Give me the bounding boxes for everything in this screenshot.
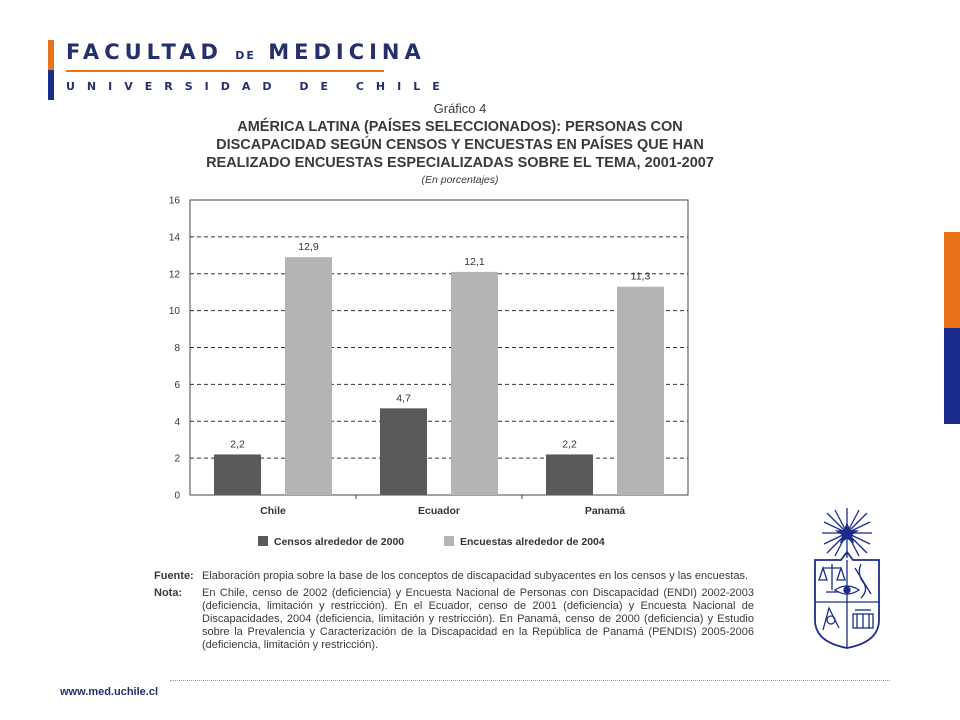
y-tick-label: 10: [169, 306, 181, 317]
x-tick-label: Ecuador: [418, 505, 460, 517]
nota-label: Nota:: [154, 587, 183, 599]
figure-title-line: DISCAPACIDAD SEGÚN CENSOS Y ENCUESTAS EN…: [216, 137, 704, 153]
data-label: 11,3: [631, 271, 651, 283]
university-crest-icon: [814, 508, 880, 649]
legend-label: Censos alrededor de 2000: [274, 536, 404, 548]
y-tick-label: 8: [174, 343, 180, 354]
side-accent-orange: [944, 232, 960, 328]
logo-title: FACULTAD DE MEDICINA: [66, 40, 426, 64]
data-label: 2,2: [230, 438, 245, 450]
figure-title-line: REALIZADO ENCUESTAS ESPECIALIZADAS SOBRE…: [206, 155, 714, 171]
legend-label: Encuestas alrededor de 2004: [460, 536, 605, 548]
data-label: 12,9: [298, 241, 319, 253]
data-label: 2,2: [562, 438, 577, 450]
legend-swatch: [258, 536, 268, 546]
bar: [380, 408, 427, 495]
source-note: Fuente: Elaboración propia sobre la base…: [154, 570, 754, 583]
bar: [451, 271, 498, 495]
y-tick-label: 14: [169, 232, 181, 243]
y-tick-label: 0: [174, 491, 180, 502]
y-tick-label: 4: [174, 417, 180, 428]
figure-notes: Fuente: Elaboración propia sobre la base…: [154, 570, 754, 656]
y-tick-label: 12: [169, 269, 181, 280]
side-accent-blue: [944, 328, 960, 424]
figure-label: Gráfico 4: [433, 101, 487, 116]
legend-swatch: [444, 536, 454, 546]
bar: [617, 286, 664, 495]
logo-accent-orange: [48, 40, 54, 70]
y-tick-label: 2: [174, 454, 180, 465]
footer-url[interactable]: www.med.uchile.cl: [60, 686, 159, 698]
source-label: Fuente:: [154, 570, 194, 582]
source-text: Elaboración propia sobre la base de los …: [202, 570, 749, 582]
x-tick-label: Panamá: [585, 505, 625, 517]
x-tick-label: Chile: [260, 505, 286, 517]
data-label: 4,7: [396, 392, 411, 404]
nota-note: Nota: En Chile, censo de 2002 (deficienc…: [154, 587, 754, 652]
logo-subtitle: UNIVERSIDAD DE CHILE: [66, 80, 452, 93]
logo-accent-blue: [48, 70, 54, 100]
footer-divider: [170, 680, 890, 681]
y-tick-label: 16: [169, 196, 181, 207]
logo-rule: [66, 70, 384, 72]
bar: [214, 454, 261, 495]
nota-text: En Chile, censo de 2002 (deficiencia) y …: [202, 587, 754, 651]
data-label: 12,1: [464, 256, 485, 268]
bar: [285, 257, 332, 495]
figure-title-line: AMÉRICA LATINA (PAÍSES SELECCIONADOS): P…: [237, 119, 683, 135]
y-tick-label: 6: [174, 380, 180, 391]
figure-unit: (En porcentajes): [421, 174, 499, 186]
figure-title: AMÉRICA LATINA (PAÍSES SELECCIONADOS): P…: [160, 118, 760, 172]
bar: [546, 454, 593, 495]
